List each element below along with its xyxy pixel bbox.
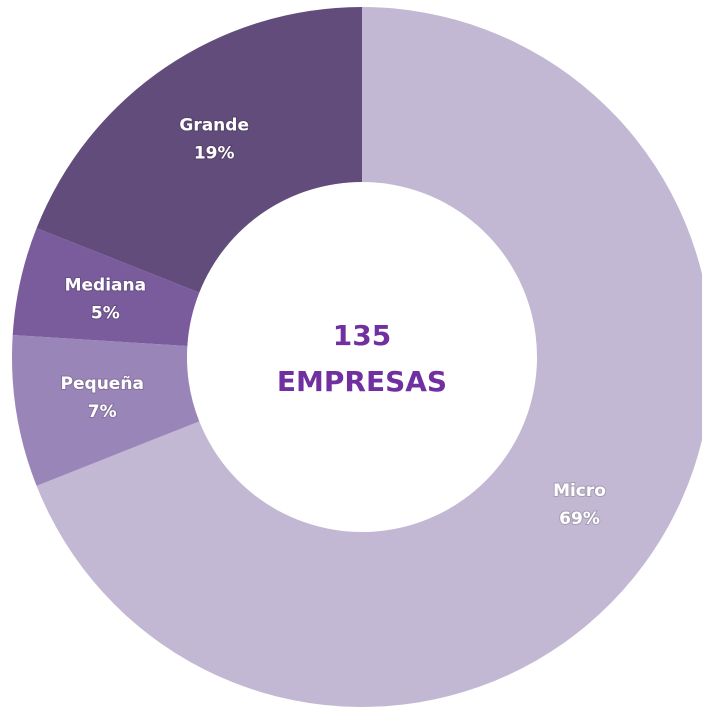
center-label: EMPRESAS [277,365,447,398]
slice-value: 5% [91,304,120,324]
slice-value: 19% [194,143,235,163]
center-total: 135 [333,319,391,352]
slice [12,335,200,486]
slice-category: Grande [179,115,249,135]
slice [36,7,702,707]
slice-value: 69% [559,509,600,529]
slice-value: 7% [88,402,117,422]
slice-category: Micro [553,481,606,501]
slice-category: Pequeña [61,374,144,394]
slice [12,228,200,347]
slice-category: Mediana [65,276,147,296]
slice [36,7,362,293]
